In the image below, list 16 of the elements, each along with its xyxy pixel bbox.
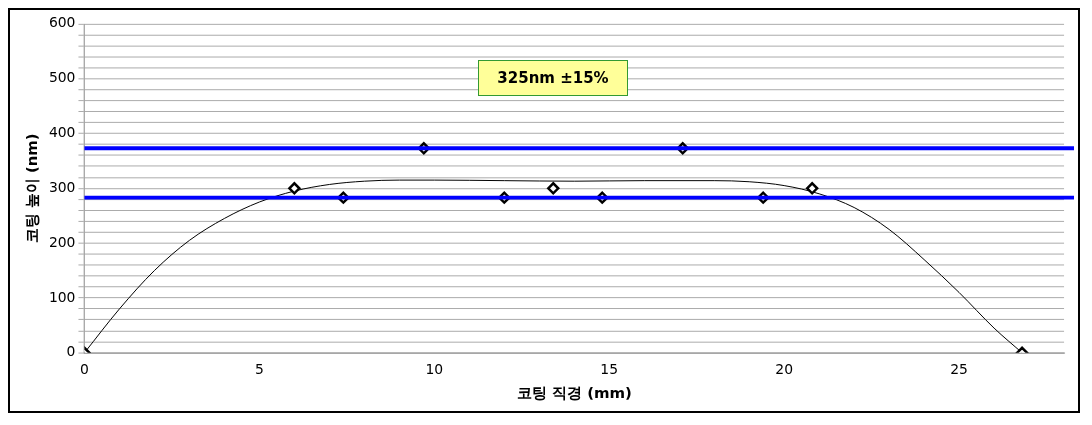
x-tick-label: 25	[950, 360, 968, 377]
y-tick-label: 0	[66, 343, 76, 360]
x-tick-label: 10	[425, 360, 444, 377]
x-axis-title: 코팅 직경 (mm)	[516, 384, 632, 403]
y-tick-label: 500	[48, 69, 76, 86]
y-axis-title: 코팅 높이 (nm)	[22, 133, 41, 244]
y-tick-label: 200	[48, 233, 76, 250]
x-tick-label: 20	[775, 360, 794, 377]
x-tick-label: 15	[600, 360, 619, 377]
y-tick-label: 100	[48, 288, 76, 305]
y-tick-label: 400	[48, 124, 76, 141]
x-tick-label: 5	[254, 360, 264, 377]
y-tick-label: 600	[48, 14, 76, 31]
annotation: 325nm ±15%	[497, 69, 609, 87]
x-tick-label: 0	[80, 360, 89, 377]
y-tick-label: 300	[48, 178, 76, 195]
